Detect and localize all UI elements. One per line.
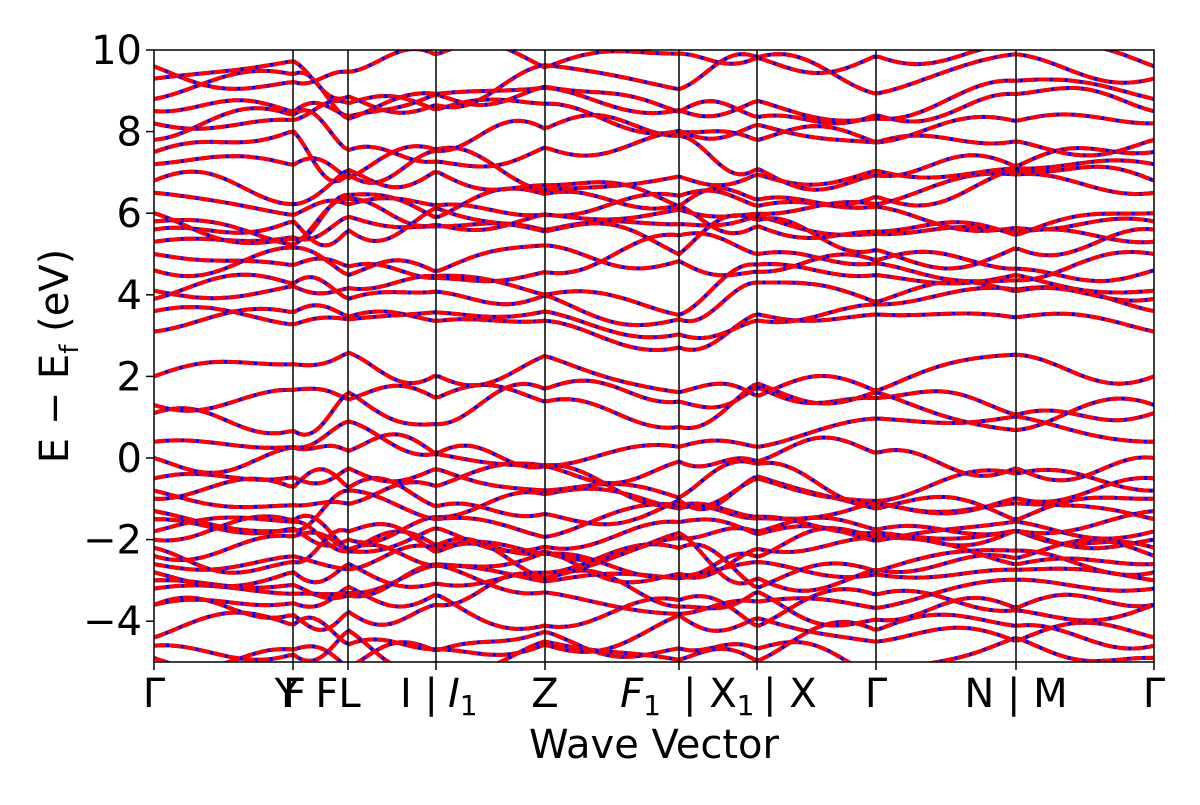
- y-axis-title: E − Ef (eV): [32, 249, 85, 464]
- band-line-red: [154, 52, 1154, 115]
- band-line-red: [154, 542, 1154, 590]
- band-line-red: [154, 350, 1154, 398]
- band-line-red: [154, 515, 1154, 554]
- x-tick-label: Y: [274, 671, 300, 717]
- plot-frame: [153, 49, 1155, 663]
- x-tick-label: | X1: [683, 671, 754, 722]
- y-axis-ticks: −4 −2 0 2 4 6 8 10: [83, 28, 154, 645]
- y-axis-title-unit: (eV): [32, 249, 78, 345]
- band-line-red: [154, 563, 1154, 616]
- y-axis-title-main: E − E: [32, 354, 78, 464]
- band-line-red: [154, 285, 1154, 341]
- band-line-blue: [154, 285, 1154, 341]
- x-tick-label: I1: [448, 671, 478, 722]
- band-line-blue: [154, 303, 1154, 352]
- band-line-blue: [154, 113, 1154, 192]
- x-tick-label: F1: [620, 671, 661, 722]
- band-line-red: [154, 459, 1154, 516]
- y-axis-title-sub: f: [55, 344, 85, 354]
- x-tick-label: N | M: [964, 671, 1067, 717]
- y-tick-label: 0: [117, 436, 142, 482]
- x-tick-label: I |: [400, 671, 438, 717]
- band-line-red: [154, 171, 1154, 222]
- y-tick-label: 6: [117, 191, 142, 237]
- band-line-red: [154, 68, 1154, 123]
- high-symmetry-lines: [292, 50, 1017, 662]
- band-line-red: [154, 272, 1154, 328]
- band-line-blue: [154, 144, 1154, 192]
- band-line-blue: [154, 414, 1154, 468]
- x-tick-label: FL: [315, 671, 361, 717]
- band-line-red: [154, 303, 1154, 352]
- y-tick-label: 2: [117, 354, 142, 400]
- band-line-red: [154, 206, 1154, 271]
- bands-layer: [154, 50, 1154, 662]
- band-line-red: [154, 106, 1154, 169]
- band-line-red: [154, 467, 1154, 527]
- band-line-red: [154, 186, 1154, 245]
- x-tick-label: Γ: [865, 671, 888, 717]
- x-axis-title: Wave Vector: [529, 722, 780, 768]
- band-line-red: [154, 432, 1154, 486]
- x-tick-label: | X: [763, 671, 817, 717]
- band-line-red: [154, 461, 1154, 510]
- band-line-red: [154, 231, 1154, 284]
- y-tick-label: 10: [91, 28, 142, 74]
- band-line-red: [154, 50, 1154, 91]
- band-line-red: [154, 381, 1154, 433]
- band-line-red: [154, 521, 1154, 585]
- band-line-red: [154, 84, 1154, 126]
- band-line-red: [154, 378, 1154, 437]
- x-tick-label: Γ: [1143, 671, 1166, 717]
- band-line-red: [154, 584, 1154, 631]
- band-line-red: [154, 629, 1154, 662]
- band-line-red: [154, 610, 1154, 657]
- x-axis-ticks: Γ YF FL I | I1 Z F1 | X1 | X Γ N | M Γ: [143, 662, 1166, 722]
- x-tick-label: F: [283, 671, 306, 717]
- y-tick-label: −2: [83, 518, 142, 564]
- band-line-red: [154, 144, 1154, 192]
- y-tick-label: 4: [117, 273, 142, 319]
- band-line-red: [154, 93, 1154, 145]
- x-tick-label: Z: [531, 671, 558, 717]
- band-line-red: [154, 164, 1154, 209]
- x-tick-label: Γ: [143, 671, 166, 717]
- band-line-red: [154, 243, 1154, 284]
- y-tick-label: −4: [83, 599, 142, 645]
- band-line-red: [154, 612, 1154, 662]
- band-line-red: [154, 568, 1154, 632]
- band-line-red: [154, 414, 1154, 468]
- y-tick-label: 8: [117, 110, 142, 156]
- band-line-red: [154, 113, 1154, 192]
